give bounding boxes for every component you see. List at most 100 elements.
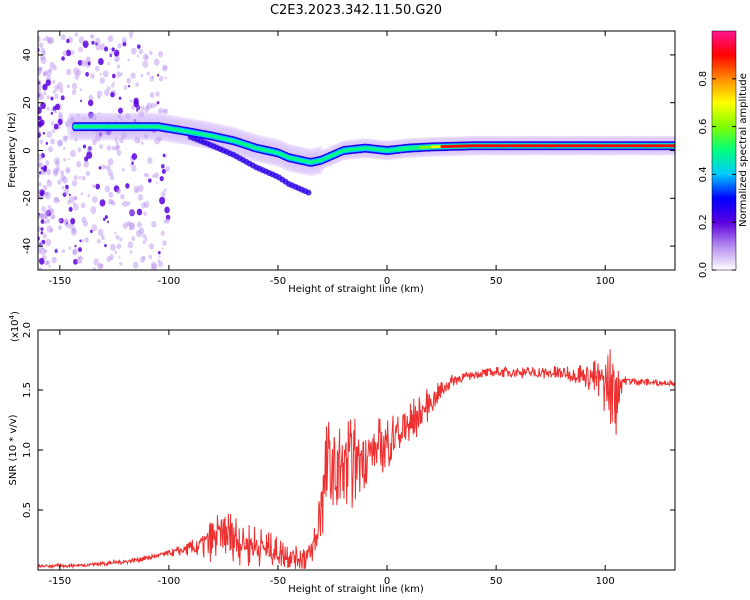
noise-blob xyxy=(109,47,112,51)
noise-blob xyxy=(48,146,54,153)
x-tick-label: -150 xyxy=(48,576,71,587)
noise-blob xyxy=(38,66,42,71)
noise-blob xyxy=(50,111,54,115)
colorbar: 0.0 0.2 0.4 0.6 0.8 Normalized spectral ampl… xyxy=(698,30,749,278)
noise-blob xyxy=(92,267,97,270)
noise-blob xyxy=(140,73,144,78)
noise-blob xyxy=(99,77,105,84)
noise-blob xyxy=(73,258,78,265)
noise-blob xyxy=(128,221,135,230)
noise-blob xyxy=(38,81,41,85)
noise-blob xyxy=(39,247,46,256)
noise-blob xyxy=(104,89,110,97)
noise-blob xyxy=(38,266,43,270)
noise-blob xyxy=(138,110,145,118)
noise-blob xyxy=(74,32,79,37)
noise-blob xyxy=(106,86,111,91)
noise-blob xyxy=(135,229,143,238)
noise-blob xyxy=(117,114,122,119)
noise-blob xyxy=(163,66,166,70)
noise-blob xyxy=(122,222,128,229)
noise-blob xyxy=(61,193,64,196)
noise-blob xyxy=(143,211,147,216)
noise-blob xyxy=(53,109,57,113)
noise-blob xyxy=(120,117,123,122)
noise-blob xyxy=(129,35,133,39)
noise-blob xyxy=(66,38,70,43)
noise-blob xyxy=(64,135,68,141)
noise-blob xyxy=(72,249,77,256)
noise-blob xyxy=(138,227,145,235)
colorbar-title: Normalized spectral amplitude xyxy=(738,73,749,227)
noise-blob xyxy=(44,191,51,200)
noise-blob xyxy=(79,239,82,243)
noise-blob xyxy=(46,260,50,264)
noise-blob xyxy=(79,255,82,258)
noise-blob xyxy=(41,247,44,251)
noise-blob xyxy=(153,58,160,66)
noise-blob xyxy=(82,144,87,149)
noise-blob xyxy=(85,71,89,77)
noise-blob xyxy=(69,149,76,158)
noise-blob xyxy=(120,193,125,200)
x-tick-label: 100 xyxy=(596,576,615,587)
noise-blob xyxy=(111,73,116,79)
noise-blob xyxy=(121,132,127,139)
noise-blob xyxy=(68,206,73,212)
noise-blob xyxy=(50,108,54,112)
y-tick-label: -20 xyxy=(22,190,33,206)
noise-blob xyxy=(54,93,59,99)
colorbar-ticks: 0.0 0.2 0.4 0.6 0.8 xyxy=(698,71,736,278)
noise-blob xyxy=(70,115,75,121)
noise-blob xyxy=(112,81,115,85)
noise-blob xyxy=(98,132,103,137)
noise-blob xyxy=(98,112,101,115)
noise-blob xyxy=(41,206,46,212)
noise-blob xyxy=(117,43,122,49)
noise-blob xyxy=(135,188,138,193)
noise-blob xyxy=(42,38,46,42)
colorbar-gradient xyxy=(712,31,736,270)
noise-blob xyxy=(104,166,107,169)
noise-blob xyxy=(38,128,41,134)
noise-blob xyxy=(60,95,65,101)
noise-blob xyxy=(149,92,155,98)
noise-blob xyxy=(92,195,98,204)
noise-blob xyxy=(114,231,117,235)
noise-blob xyxy=(114,55,120,63)
noise-blob xyxy=(99,199,106,207)
noise-blob xyxy=(159,176,164,182)
noise-blob xyxy=(157,136,162,142)
noise-blob xyxy=(63,146,66,151)
noise-blob xyxy=(155,91,160,97)
noise-blob xyxy=(80,192,84,196)
noise-blob xyxy=(57,179,62,185)
noise-blob xyxy=(60,174,66,182)
noise-blob xyxy=(38,257,45,265)
noise-blob xyxy=(38,122,42,127)
noise-blob xyxy=(54,160,60,167)
noise-blob xyxy=(38,35,41,43)
noise-blob xyxy=(54,197,59,202)
noise-blob xyxy=(62,135,68,142)
noise-blob xyxy=(58,111,63,118)
snr-panel: -150 -100 -50 0 50 100 0.5 1.0 1.5 2.0 Height of… xyxy=(8,311,676,595)
noise-blob xyxy=(78,46,83,53)
noise-blob xyxy=(107,169,114,177)
noise-blob xyxy=(84,156,89,162)
noise-blob xyxy=(163,219,167,224)
noise-blob xyxy=(58,225,63,231)
noise-blob xyxy=(148,243,155,250)
noise-blob xyxy=(88,111,94,119)
noise-blob xyxy=(80,202,86,209)
noise-blob xyxy=(42,131,46,135)
noise-blob xyxy=(105,164,111,171)
noise-blob xyxy=(158,75,164,82)
x-tick-label: -100 xyxy=(158,576,181,587)
noise-blob xyxy=(97,95,100,100)
noise-blob xyxy=(157,50,164,58)
noise-blob xyxy=(109,254,115,261)
noise-blob xyxy=(45,209,50,215)
noise-blob xyxy=(156,73,160,77)
noise-blob xyxy=(57,118,63,126)
